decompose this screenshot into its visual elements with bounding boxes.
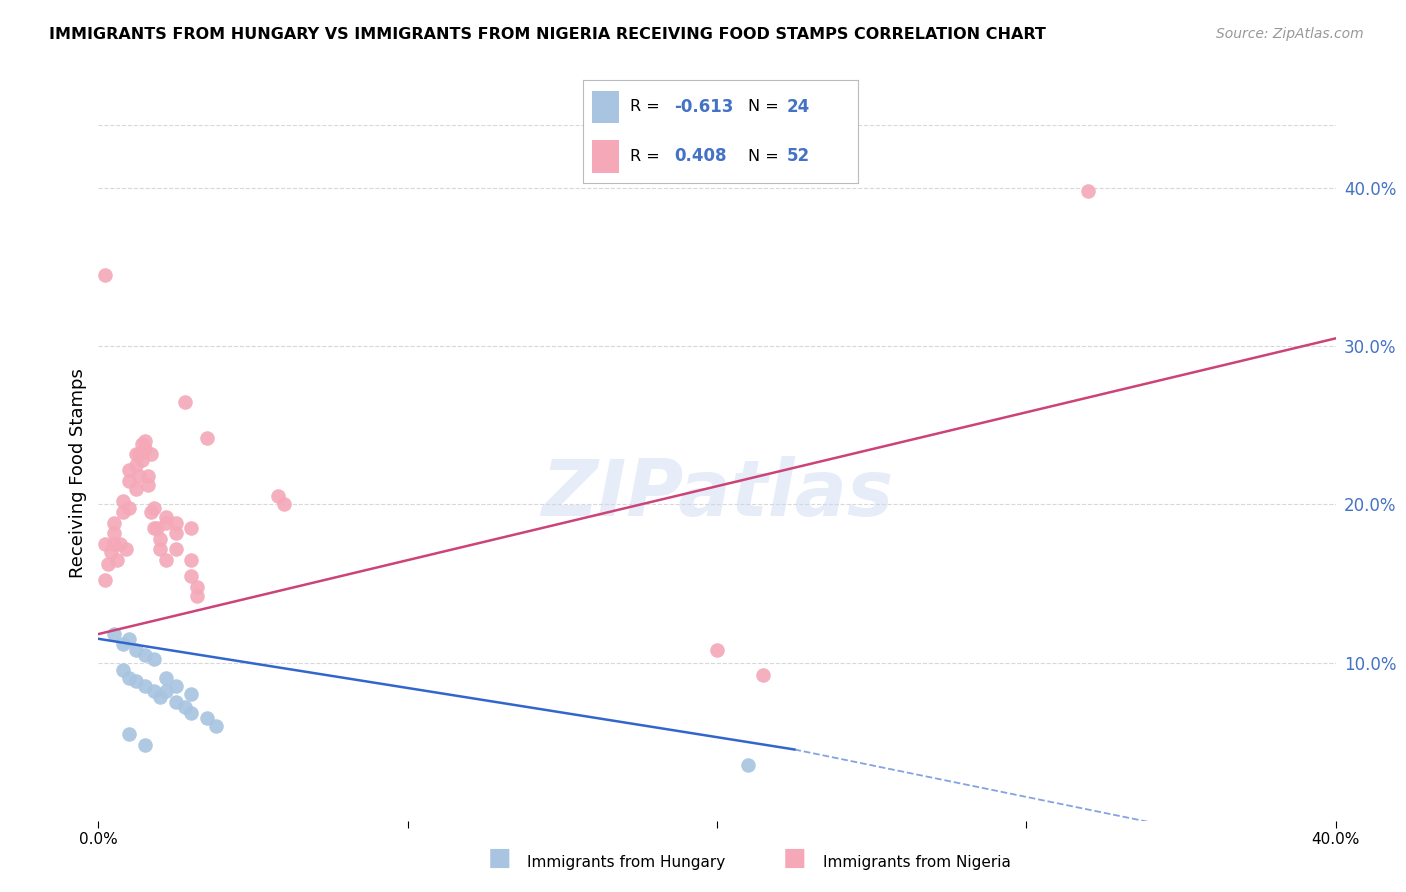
Point	[737, 758, 759, 772]
Point	[112, 664, 135, 678]
Point	[118, 632, 141, 646]
Point	[93, 537, 115, 551]
Point	[124, 643, 146, 657]
Point	[155, 671, 177, 685]
Point	[134, 738, 156, 752]
Point	[165, 541, 187, 556]
Point	[93, 268, 115, 282]
Point	[174, 699, 197, 714]
Text: N =: N =	[748, 99, 779, 114]
Point	[165, 516, 187, 531]
Point	[136, 478, 159, 492]
Point	[752, 668, 775, 682]
Point	[124, 458, 146, 472]
Point	[136, 469, 159, 483]
Point	[93, 574, 115, 588]
Point	[118, 500, 141, 515]
Bar	[592, 91, 619, 123]
Point	[139, 447, 162, 461]
Point	[112, 505, 135, 519]
Point	[706, 643, 728, 657]
Bar	[592, 140, 619, 173]
Point	[134, 442, 156, 456]
Point	[97, 558, 120, 572]
Point	[103, 537, 125, 551]
Point	[124, 482, 146, 496]
Text: N =: N =	[748, 149, 779, 164]
Point	[149, 690, 172, 705]
Point	[103, 525, 125, 540]
Point	[174, 394, 197, 409]
Point	[165, 679, 187, 693]
Point	[180, 687, 202, 701]
Point	[118, 671, 141, 685]
Point	[103, 516, 125, 531]
Point	[118, 474, 141, 488]
Y-axis label: Receiving Food Stamps: Receiving Food Stamps	[69, 368, 87, 578]
Point	[180, 568, 202, 582]
Point	[205, 719, 228, 733]
Point	[134, 648, 156, 662]
Point	[108, 537, 131, 551]
Point	[105, 552, 128, 567]
Point	[124, 447, 146, 461]
Point	[180, 521, 202, 535]
Point	[155, 684, 177, 698]
Text: -0.613: -0.613	[673, 98, 734, 116]
Text: ■: ■	[488, 846, 510, 870]
Point	[180, 552, 202, 567]
Point	[149, 532, 172, 546]
Point	[112, 494, 135, 508]
Point	[134, 434, 156, 449]
Text: 0.408: 0.408	[673, 147, 727, 165]
Point	[143, 500, 166, 515]
Point	[143, 521, 166, 535]
Text: ■: ■	[783, 846, 806, 870]
Text: R =: R =	[630, 149, 659, 164]
Point	[124, 674, 146, 689]
Text: IMMIGRANTS FROM HUNGARY VS IMMIGRANTS FROM NIGERIA RECEIVING FOOD STAMPS CORRELA: IMMIGRANTS FROM HUNGARY VS IMMIGRANTS FR…	[49, 27, 1046, 42]
Point	[112, 636, 135, 650]
Point	[186, 580, 208, 594]
Point	[100, 545, 122, 559]
Point	[180, 706, 202, 720]
Point	[118, 462, 141, 476]
Point	[149, 541, 172, 556]
Point	[165, 695, 187, 709]
Text: R =: R =	[630, 99, 659, 114]
Point	[139, 505, 162, 519]
Text: 24: 24	[786, 98, 810, 116]
Point	[155, 510, 177, 524]
Point	[195, 431, 218, 445]
Text: 52: 52	[786, 147, 810, 165]
Point	[155, 552, 177, 567]
Point	[115, 541, 138, 556]
Point	[146, 521, 169, 535]
Point	[165, 525, 187, 540]
Point	[143, 652, 166, 666]
Point	[131, 437, 153, 451]
Text: Immigrants from Hungary: Immigrants from Hungary	[527, 855, 725, 870]
Text: Immigrants from Nigeria: Immigrants from Nigeria	[823, 855, 1011, 870]
Point	[195, 711, 218, 725]
Point	[155, 516, 177, 531]
Point	[143, 684, 166, 698]
Point	[134, 679, 156, 693]
Point	[128, 447, 150, 461]
Text: ZIPatlas: ZIPatlas	[541, 456, 893, 532]
Point	[1077, 184, 1099, 198]
Point	[128, 469, 150, 483]
Point	[186, 589, 208, 603]
Point	[118, 726, 141, 740]
Text: Source: ZipAtlas.com: Source: ZipAtlas.com	[1216, 27, 1364, 41]
Point	[103, 627, 125, 641]
Point	[273, 497, 295, 511]
Point	[131, 453, 153, 467]
Point	[267, 490, 290, 504]
